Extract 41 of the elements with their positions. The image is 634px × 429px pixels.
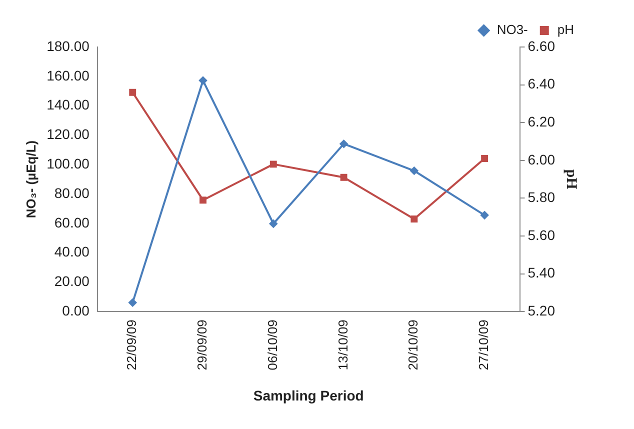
y2-axis-title: pH (563, 169, 580, 190)
x-tick-label: 13/10/09 (335, 320, 350, 370)
point (340, 140, 348, 148)
point (481, 155, 488, 162)
x-tick-label: 06/10/09 (264, 320, 280, 370)
point (199, 76, 208, 85)
y2-tick-label: 6.40 (528, 76, 556, 92)
point (480, 211, 489, 220)
legend-label: NO3- (496, 22, 528, 38)
y2-tick-label: 6.20 (528, 113, 556, 130)
point (129, 88, 136, 96)
x-tick-label: 27/10/09 (476, 320, 492, 370)
y2-tick-label: 5.60 (528, 226, 556, 243)
y-tick-label: 160.00 (46, 67, 90, 84)
y-tick-label: 180.00 (46, 38, 90, 54)
y2-tick-label: 5.80 (528, 189, 556, 206)
y-axis-title: NO₃- (µEq/L) (23, 140, 38, 218)
y-tick-label: 0.00 (62, 302, 90, 318)
legend-label: pH (557, 22, 574, 38)
y-tick-label: 100.00 (46, 155, 90, 172)
point (410, 216, 418, 222)
y-tick-label: 20.00 (54, 273, 90, 290)
y2-tick-label: 6.00 (528, 151, 556, 168)
point (270, 160, 277, 168)
y-tick-label: 140.00 (46, 96, 90, 113)
point (410, 166, 418, 175)
y-tick-label: 60.00 (54, 214, 90, 230)
x-tick-label: 29/09/09 (194, 320, 210, 370)
point (128, 298, 137, 307)
y-tick-label: 80.00 (54, 184, 90, 201)
x-tick-label: 22/09/09 (124, 320, 140, 370)
y-tick-label: 40.00 (54, 244, 90, 260)
y2-tick-label: 5.40 (528, 264, 556, 281)
y2-tick-label: 5.20 (528, 302, 556, 318)
point (200, 196, 206, 204)
point (269, 220, 278, 228)
y-tick-label: 120.00 (46, 126, 90, 142)
point (340, 174, 348, 181)
y2-tick-label: 6.60 (528, 38, 556, 54)
x-axis-title: Sampling Period (253, 387, 364, 404)
x-tick-label: 20/10/09 (406, 320, 421, 370)
